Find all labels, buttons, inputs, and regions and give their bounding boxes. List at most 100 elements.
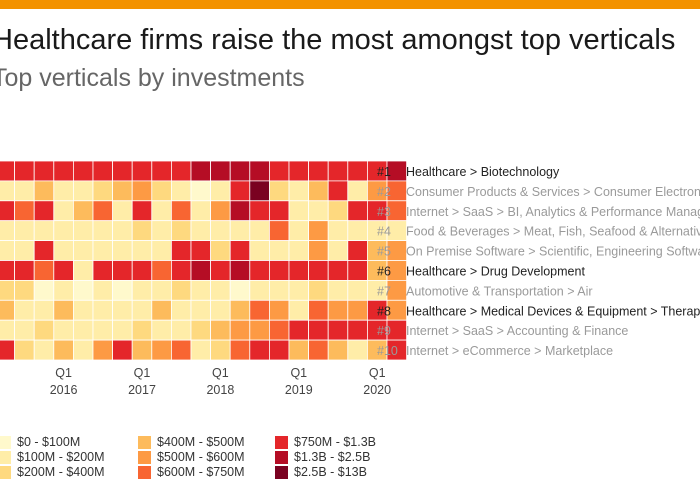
row-label: Healthcare > Medical Devices & Equipment… [406,304,700,318]
heatmap-cell [73,279,94,301]
x-tick-quarter: Q1 [55,366,72,380]
row-rank: #3 [377,205,391,219]
legend-label: $0 - $100M [17,435,81,449]
heatmap-cell [112,279,133,301]
heatmap-cell [0,279,16,301]
row-label: Internet > eCommerce > Marketplace [406,344,613,358]
heatmap-cell [229,180,251,202]
heatmap-cell [210,200,231,222]
top-accent-bar [0,0,700,9]
heatmap-cell [92,279,114,301]
heatmap-cell [268,299,290,321]
heatmap-cell [33,319,55,341]
heatmap-cell [268,260,290,281]
heatmap-cell [268,339,290,361]
row-rank: #7 [377,284,391,298]
heatmap-cell [53,339,74,361]
heatmap-cell [33,279,55,301]
row-label: Healthcare > Biotechnology [406,165,560,179]
legend: $0 - $100M $100M - $200M $200M - $400M $400… [0,428,700,488]
heatmap-cell [0,339,16,361]
heatmap-cell [190,279,212,301]
row-rank: #4 [377,225,391,239]
heatmap-cell [170,339,192,361]
heatmap-cell [229,339,251,361]
heatmap-cell [151,260,172,281]
x-tick-year: 2019 [285,383,313,397]
heatmap-cell [92,220,114,241]
heatmap-cell [190,339,212,361]
heatmap-cell [53,260,74,281]
heatmap-cell [327,260,349,281]
heatmap-cell [73,200,94,222]
heatmap-cell [131,180,153,202]
heatmap-cell [14,220,35,241]
heatmap-cell [327,180,349,202]
legend-label: $500M - $600M [157,450,245,464]
heatmap-cell [210,220,231,241]
heatmap-cell [229,319,251,341]
heatmap-cell [249,319,270,341]
heatmap-cell [190,200,212,222]
heatmap-cell [210,260,231,281]
heatmap-cell [151,240,172,261]
heatmap-cell [53,279,74,301]
heatmap-cell [0,260,16,281]
heatmap-cell [151,220,172,241]
heatmap-cell [131,260,153,281]
heatmap-cell [229,220,251,241]
heatmap-cell [347,339,368,361]
row-label: On Premise Software > Scientific, Engine… [406,245,700,259]
heatmap-cell [33,299,55,321]
x-tick-year: 2018 [206,383,234,397]
heatmap-cell [347,180,368,202]
x-tick-year: 2017 [128,383,156,397]
heatmap-cell [53,319,74,341]
heatmap-cell [308,339,329,361]
heatmap-cell [308,279,329,301]
heatmap-cell [229,240,251,261]
heatmap-cell [170,299,192,321]
heatmap-cell [73,160,94,182]
heatmap-cell [14,279,35,301]
legend-label: $2.5B - $13B [294,465,367,479]
heatmap-cell [347,220,368,241]
heatmap-cell [288,220,310,241]
heatmap-cell [347,160,368,182]
heatmap-cell [73,299,94,321]
heatmap-cell [347,240,368,261]
heatmap-cell [268,240,290,261]
legend-swatch [0,436,11,449]
heatmap-cell [151,160,172,182]
heatmap-cell [308,200,329,222]
heatmap-cell [151,200,172,222]
heatmap-cell [0,240,16,261]
heatmap-cell [210,339,231,361]
heatmap-cell [327,200,349,222]
heatmap-cell [0,200,16,222]
heatmap-cell [151,299,172,321]
heatmap-cell [210,160,231,182]
heatmap-cell [0,180,16,202]
heatmap-cell [308,220,329,241]
heatmap-cell [170,200,192,222]
heatmap-cell [268,180,290,202]
heatmap-cell [33,220,55,241]
heatmap-cell [288,160,310,182]
heatmap-cell [33,240,55,261]
heatmap-cell [92,160,114,182]
heatmap-cell [268,160,290,182]
heatmap-cell [53,180,74,202]
heatmap-cell [14,319,35,341]
heatmap-cell [14,339,35,361]
heatmap-cell [33,160,55,182]
x-tick-year: 2016 [50,383,78,397]
heatmap-cell [112,339,133,361]
heatmap-cell [249,260,270,281]
heatmap-cell [288,180,310,202]
heatmap-cell [53,299,74,321]
heatmap-cell [131,279,153,301]
heatmap-cell [268,200,290,222]
x-tick-quarter: Q1 [134,366,151,380]
legend-swatch [275,451,288,464]
